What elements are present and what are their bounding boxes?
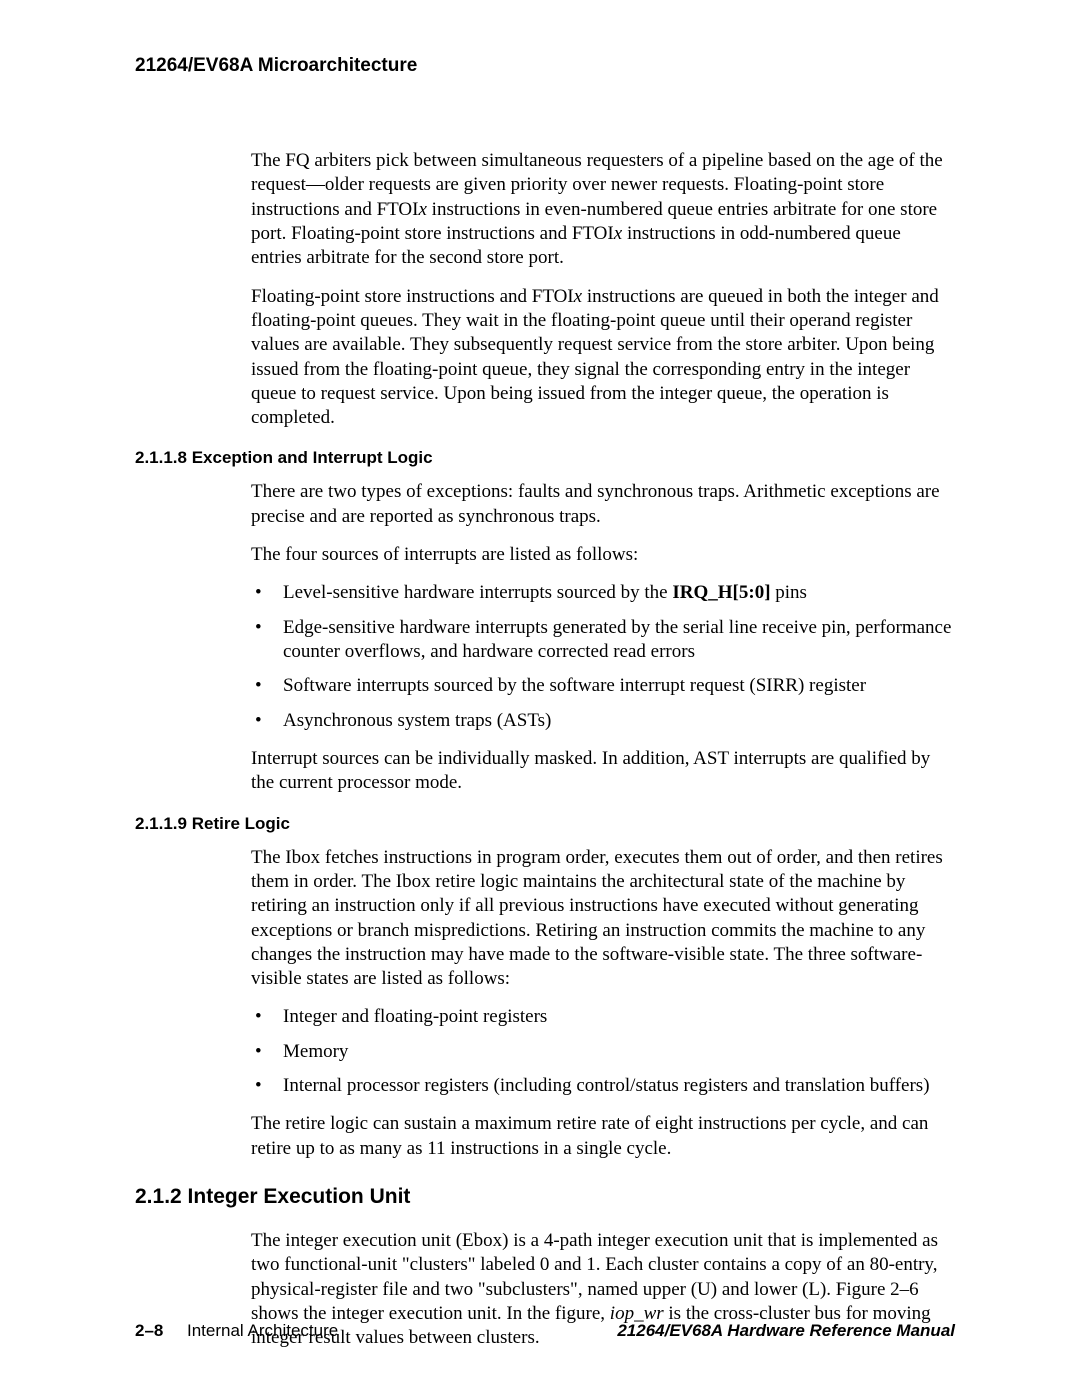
list-item: Software interrupts sourced by the softw… (251, 674, 955, 698)
italic-text: x (614, 223, 622, 244)
italic-text: x (574, 286, 582, 307)
text: Floating-point store instructions and FT… (251, 286, 574, 307)
footer-right: 21264/EV68A Hardware Reference Manual (617, 1321, 955, 1341)
paragraph: The FQ arbiters pick between simultaneou… (251, 149, 955, 271)
body-content: The FQ arbiters pick between simultaneou… (251, 149, 955, 430)
list-item: Level-sensitive hardware interrupts sour… (251, 581, 955, 605)
section-name: Internal Architecture (187, 1321, 338, 1340)
footer-left: 2–8 Internal Architecture (135, 1321, 338, 1341)
paragraph: There are two types of exceptions: fault… (251, 480, 955, 529)
section-2118-body: There are two types of exceptions: fault… (251, 480, 955, 795)
text: pins (771, 582, 807, 603)
bullet-list: Level-sensitive hardware interrupts sour… (251, 581, 955, 733)
subsection-heading-2118: 2.1.1.8 Exception and Interrupt Logic (135, 448, 955, 468)
paragraph: Floating-point store instructions and FT… (251, 285, 955, 431)
bold-text: IRQ_H[5:0] (672, 582, 770, 603)
paragraph: The retire logic can sustain a maximum r… (251, 1112, 955, 1161)
page-footer: 2–8 Internal Architecture 21264/EV68A Ha… (135, 1321, 955, 1341)
page-number: 2–8 (135, 1321, 163, 1340)
section-2119-body: The Ibox fetches instructions in program… (251, 846, 955, 1161)
list-item: Internal processor registers (including … (251, 1074, 955, 1098)
paragraph: The Ibox fetches instructions in program… (251, 846, 955, 992)
list-item: Edge-sensitive hardware interrupts gener… (251, 616, 955, 665)
section-heading-212: 2.1.2 Integer Execution Unit (135, 1185, 955, 1209)
paragraph: The four sources of interrupts are liste… (251, 543, 955, 567)
list-item: Asynchronous system traps (ASTs) (251, 709, 955, 733)
paragraph: Interrupt sources can be individually ma… (251, 747, 955, 796)
bullet-list: Integer and floating-point registers Mem… (251, 1005, 955, 1098)
running-header: 21264/EV68A Microarchitecture (135, 55, 955, 77)
subsection-heading-2119: 2.1.1.9 Retire Logic (135, 814, 955, 834)
text: Level-sensitive hardware interrupts sour… (283, 582, 672, 603)
list-item: Memory (251, 1040, 955, 1064)
list-item: Integer and floating-point registers (251, 1005, 955, 1029)
italic-text: x (418, 199, 426, 220)
page-container: 21264/EV68A Microarchitecture The FQ arb… (0, 0, 1080, 1397)
